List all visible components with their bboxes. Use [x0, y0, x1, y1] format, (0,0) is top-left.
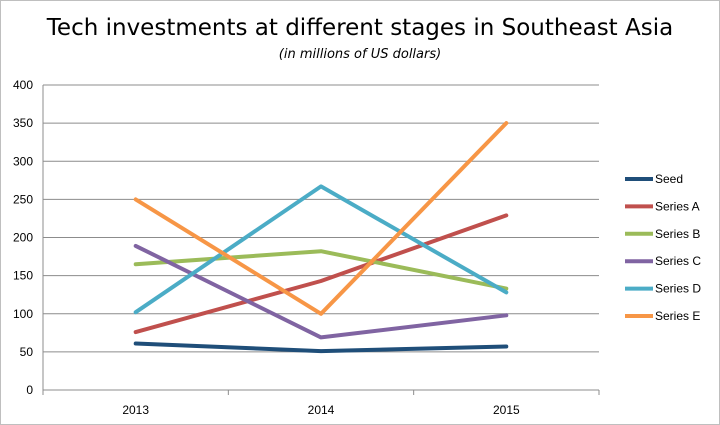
legend-label-seed: Seed — [655, 172, 683, 186]
y-tick-label: 250 — [13, 192, 33, 206]
y-tick-label: 150 — [13, 269, 33, 283]
series-line-series-e — [133, 121, 509, 316]
x-tick-label: 2015 — [493, 403, 520, 417]
legend-label-series-c: Series C — [655, 254, 701, 268]
series-line-series-c — [133, 243, 509, 340]
y-tick-label: 50 — [20, 345, 34, 359]
legend-label-series-e: Series E — [655, 309, 700, 323]
legend-label-series-a: Series A — [655, 199, 700, 213]
y-tick-label: 350 — [13, 116, 33, 130]
x-axis: 2013 2014 2015 — [42, 389, 600, 417]
series-line-series-a — [133, 213, 509, 335]
series-line-seed — [133, 341, 509, 354]
legend-label-series-b: Series B — [655, 227, 700, 241]
legend-label-series-d: Series D — [655, 282, 701, 296]
grid-lines — [43, 84, 599, 391]
chart-subtitle: (in millions of US dollars) — [278, 47, 442, 62]
legend: Seed Series A Series B Series C Series D Seri… — [625, 172, 701, 323]
x-tick-label: 2014 — [308, 403, 335, 417]
y-tick-label: 0 — [26, 383, 33, 397]
series-line-series-d — [133, 184, 509, 315]
y-axis: 0 50 100 150 200 250 300 350 400 — [13, 78, 44, 397]
y-tick-label: 400 — [13, 78, 33, 92]
y-tick-label: 300 — [13, 154, 33, 168]
plot-lines — [133, 121, 509, 354]
y-tick-label: 200 — [13, 231, 33, 245]
y-tick-label: 100 — [13, 307, 33, 321]
x-tick-label: 2013 — [122, 403, 149, 417]
chart-title: Tech investments at different stages in … — [46, 15, 674, 41]
series-line-series-b — [133, 249, 509, 291]
